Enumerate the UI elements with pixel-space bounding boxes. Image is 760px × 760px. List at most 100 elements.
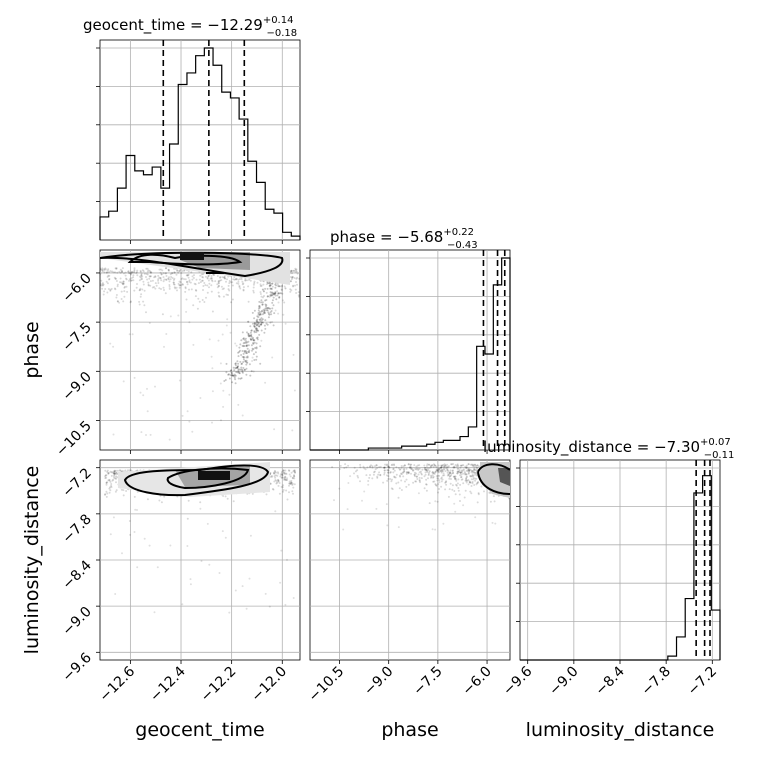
scatter-point (391, 463, 394, 466)
scatter-point (293, 475, 296, 478)
panel-frame (309, 249, 511, 451)
scatter-point (245, 345, 248, 348)
scatter-point (290, 481, 293, 484)
contours-luminosity-distance-vs-phase (477, 462, 510, 498)
scatter-point (202, 273, 205, 276)
scatter-point (234, 362, 237, 365)
scatter-point (219, 382, 222, 385)
scatter-point (140, 293, 143, 296)
scatter-point (494, 522, 497, 525)
scatter-point (256, 323, 258, 326)
scatter-point (456, 464, 459, 467)
scatter-point (217, 284, 220, 287)
scatter-point (148, 544, 151, 547)
scatter-point (376, 467, 379, 469)
scatter-point (115, 475, 117, 478)
scatter-point (476, 466, 479, 469)
scatter-point (266, 295, 269, 298)
scatter-point (253, 341, 256, 344)
scatter-point (273, 292, 276, 295)
scatter-point (149, 280, 152, 283)
scatter-point (474, 516, 477, 519)
scatter-point (225, 280, 227, 283)
scatter-point (153, 611, 156, 614)
scatter-point (111, 471, 114, 474)
scatter-point (432, 472, 435, 474)
scatter-point (458, 493, 461, 496)
scatter-point (364, 468, 367, 471)
scatter-point (438, 488, 440, 490)
scatter-point (467, 463, 470, 466)
scatter-point (195, 289, 198, 292)
scatter-point (461, 464, 464, 467)
scatter-point (426, 463, 429, 466)
scatter-point (116, 300, 119, 303)
title-geocent-time: geocent_time = −12.29+0.14 −0.18 (83, 15, 297, 39)
scatter-point (143, 304, 146, 307)
scatter-point (188, 288, 190, 291)
scatter-point (474, 473, 477, 476)
scatter-point (289, 481, 292, 484)
scatter-point (440, 476, 443, 479)
scatter-point (445, 467, 448, 470)
scatter-point (483, 490, 485, 493)
scatter-point (201, 276, 204, 278)
scatter-point (122, 300, 125, 303)
scatter-point (283, 301, 286, 304)
scatter-point (242, 345, 245, 348)
scatter-point (271, 321, 274, 323)
scatter-point (269, 294, 272, 297)
scatter-point (248, 363, 251, 366)
scatter-point (136, 490, 139, 493)
scatter-point (189, 578, 192, 581)
scatter-point (253, 359, 256, 361)
scatter-point (386, 469, 389, 472)
scatter-point (253, 322, 256, 324)
scatter-point (436, 477, 439, 480)
scatter-point (386, 474, 388, 477)
scatter-point (428, 463, 431, 466)
scatter-point (458, 470, 461, 473)
scatter-point (424, 466, 427, 469)
scatter-point (269, 284, 272, 287)
scatter-point (423, 468, 426, 471)
scatter-point (113, 470, 116, 473)
scatter-point (107, 274, 110, 277)
scatter-point (249, 279, 252, 282)
scatter-point (454, 477, 457, 480)
scatter-point (394, 476, 397, 479)
scatter-point (261, 301, 264, 304)
scatter-point (268, 285, 271, 288)
scatter-point (109, 288, 112, 291)
scatter-point (125, 277, 127, 280)
scatter-point (217, 294, 220, 297)
scatter-point (186, 281, 189, 284)
scatter-point (102, 283, 105, 286)
scatter-point (255, 331, 258, 334)
scatter-point (472, 463, 475, 466)
scatter-point (130, 272, 133, 275)
scatter-point (263, 295, 265, 297)
scatter-point (204, 275, 207, 278)
scatter-point (450, 472, 453, 475)
scatter-point (234, 378, 237, 381)
scatter-point (261, 321, 263, 324)
scatter-point (289, 280, 292, 283)
scatter-point (260, 284, 263, 287)
scatter-point (459, 500, 461, 502)
scatter-point (474, 479, 477, 482)
scatter-point (397, 467, 400, 470)
scatter-point (407, 472, 410, 475)
scatter-point (121, 469, 123, 472)
scatter-point (420, 477, 423, 480)
scatter-point (226, 318, 229, 321)
scatter-point (407, 471, 410, 474)
scatter-point (428, 502, 431, 505)
scatter-point (438, 481, 441, 484)
scatter-point (101, 284, 104, 287)
scatter-point (467, 479, 470, 481)
scatter-point (430, 476, 432, 479)
scatter-point (403, 464, 406, 467)
scatter-point (183, 269, 186, 272)
scatter-point (448, 472, 451, 475)
